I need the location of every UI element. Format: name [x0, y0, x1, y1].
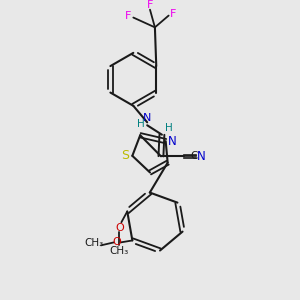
Text: N: N — [197, 150, 206, 163]
Text: CH₃: CH₃ — [110, 246, 129, 256]
Text: F: F — [147, 0, 153, 10]
Text: CH₃: CH₃ — [85, 238, 104, 248]
Text: N: N — [143, 113, 152, 123]
Text: O: O — [112, 237, 121, 248]
Text: C: C — [190, 151, 198, 161]
Text: H: H — [137, 119, 145, 129]
Text: S: S — [122, 149, 130, 162]
Text: F: F — [170, 9, 177, 19]
Text: O: O — [115, 223, 124, 233]
Text: F: F — [125, 11, 132, 21]
Text: N: N — [168, 135, 177, 148]
Text: H: H — [165, 123, 173, 133]
